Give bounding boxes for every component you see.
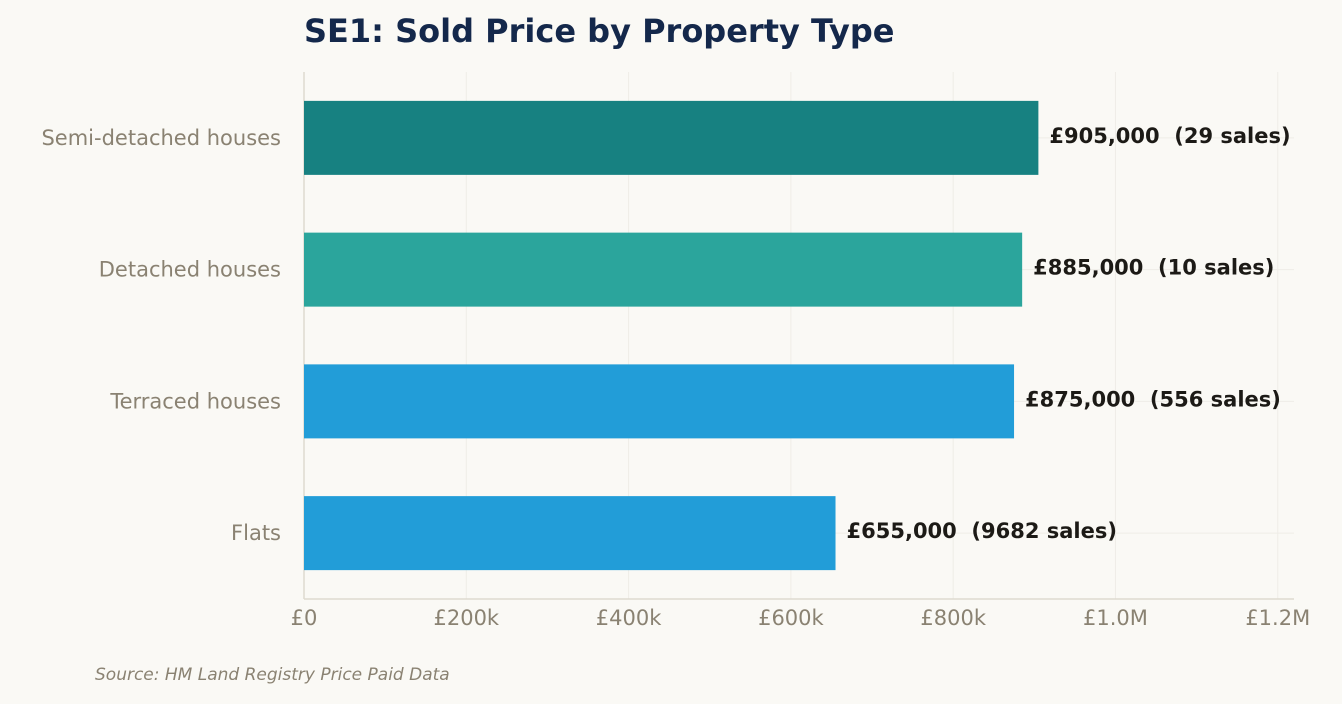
x-tick-label-1: £200k [433,606,499,630]
x-tick-label-6: £1.2M [1245,606,1310,630]
bar-2 [304,364,1015,439]
category-label-2: Terraced houses [109,389,281,413]
x-tick-label-2: £400k [596,606,662,630]
data-label-3: £655,000 (9682 sales) [847,519,1117,543]
category-label-3: Flats [231,521,281,545]
category-label-0: Semi-detached houses [41,126,281,150]
bar-1 [304,232,1023,307]
x-tick-label-0: £0 [291,606,318,630]
bar-3 [304,496,836,571]
category-label-1: Detached houses [99,258,281,282]
x-tick-label-4: £800k [920,606,986,630]
source-note: Source: HM Land Registry Price Paid Data [95,665,450,685]
data-label-1: £885,000 (10 sales) [1033,256,1274,280]
data-label-0: £905,000 (29 sales) [1049,124,1290,148]
x-tick-label-5: £1.0M [1083,606,1148,630]
chart-title: SE1: Sold Price by Property Type [304,12,895,50]
x-tick-label-3: £600k [758,606,824,630]
data-label-2: £875,000 (556 sales) [1025,387,1281,411]
bar-0 [304,100,1039,175]
